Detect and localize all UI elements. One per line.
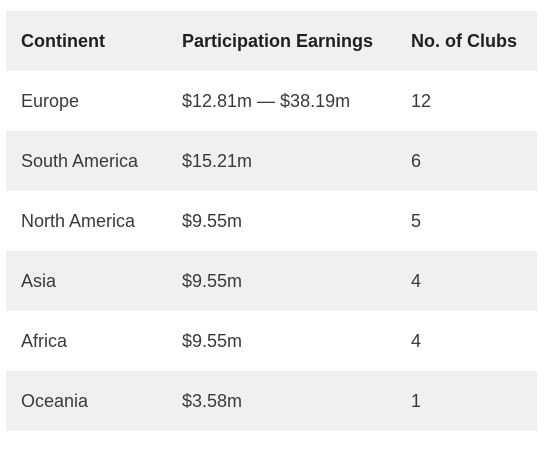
cell-continent: Africa (6, 311, 167, 371)
header-continent: Continent (6, 11, 167, 71)
cell-earnings: $9.55m (167, 251, 396, 311)
cell-earnings: $9.55m (167, 311, 396, 371)
table-row: Asia $9.55m 4 (6, 251, 537, 311)
table-row: Africa $9.55m 4 (6, 311, 537, 371)
cell-clubs: 1 (396, 371, 537, 431)
earnings-table-container: Continent Participation Earnings No. of … (6, 11, 537, 431)
cell-continent: Asia (6, 251, 167, 311)
cell-earnings: $15.21m (167, 131, 396, 191)
table-row: South America $15.21m 6 (6, 131, 537, 191)
header-participation-earnings: Participation Earnings (167, 11, 396, 71)
table-row: Europe $12.81m — $38.19m 12 (6, 71, 537, 131)
cell-continent: Oceania (6, 371, 167, 431)
table-row: Oceania $3.58m 1 (6, 371, 537, 431)
cell-earnings: $9.55m (167, 191, 396, 251)
cell-earnings: $3.58m (167, 371, 396, 431)
cell-earnings: $12.81m — $38.19m (167, 71, 396, 131)
cell-clubs: 12 (396, 71, 537, 131)
cell-continent: North America (6, 191, 167, 251)
cell-clubs: 5 (396, 191, 537, 251)
table-row: North America $9.55m 5 (6, 191, 537, 251)
earnings-table: Continent Participation Earnings No. of … (6, 11, 537, 431)
cell-clubs: 4 (396, 311, 537, 371)
cell-continent: South America (6, 131, 167, 191)
cell-clubs: 4 (396, 251, 537, 311)
cell-continent: Europe (6, 71, 167, 131)
cell-clubs: 6 (396, 131, 537, 191)
header-no-of-clubs: No. of Clubs (396, 11, 537, 71)
table-header-row: Continent Participation Earnings No. of … (6, 11, 537, 71)
